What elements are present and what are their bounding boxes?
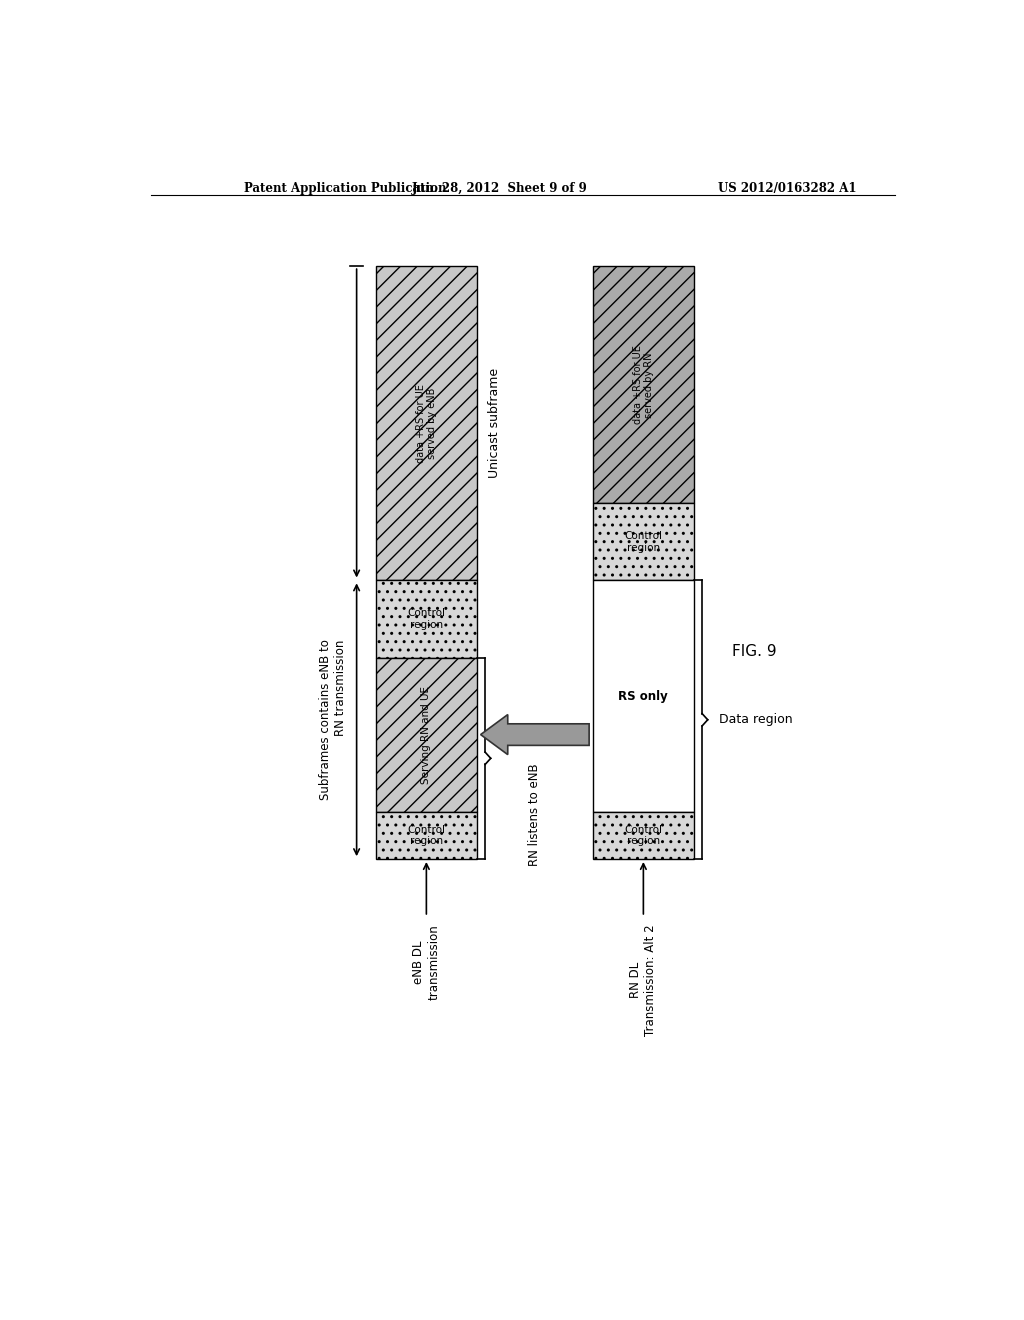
Text: eNB DL
transmission: eNB DL transmission — [413, 924, 440, 1001]
Text: FIG. 9: FIG. 9 — [732, 644, 777, 659]
FancyArrow shape — [480, 714, 589, 755]
Bar — [376, 657, 477, 812]
Bar — [593, 267, 693, 503]
Text: data +RS for UE
served by eNB: data +RS for UE served by eNB — [416, 384, 437, 463]
Bar — [376, 812, 477, 859]
Bar — [376, 581, 477, 657]
Text: Control
region: Control region — [625, 531, 663, 553]
Bar — [593, 581, 693, 812]
Bar — [376, 267, 477, 581]
Text: RS only: RS only — [618, 689, 669, 702]
Text: Unicast subframe: Unicast subframe — [488, 368, 502, 478]
Text: Control
region: Control region — [408, 609, 445, 630]
Text: data +RS for UE
served by RN: data +RS for UE served by RN — [633, 346, 654, 424]
Text: Serving RN and UE: Serving RN and UE — [421, 685, 431, 784]
Text: Jun. 28, 2012  Sheet 9 of 9: Jun. 28, 2012 Sheet 9 of 9 — [412, 182, 588, 194]
Text: US 2012/0163282 A1: US 2012/0163282 A1 — [718, 182, 856, 194]
Text: Control
region: Control region — [408, 825, 445, 846]
Bar — [593, 812, 693, 859]
Text: Subframes contains eNB to
RN transmission: Subframes contains eNB to RN transmissio… — [319, 639, 347, 800]
Text: RN DL
Transmission: Alt 2: RN DL Transmission: Alt 2 — [630, 924, 657, 1036]
Text: Control
region: Control region — [625, 825, 663, 846]
Text: Data region: Data region — [719, 713, 793, 726]
Bar — [593, 503, 693, 581]
Text: RN listens to eNB: RN listens to eNB — [528, 764, 542, 866]
Text: Patent Application Publication: Patent Application Publication — [245, 182, 446, 194]
